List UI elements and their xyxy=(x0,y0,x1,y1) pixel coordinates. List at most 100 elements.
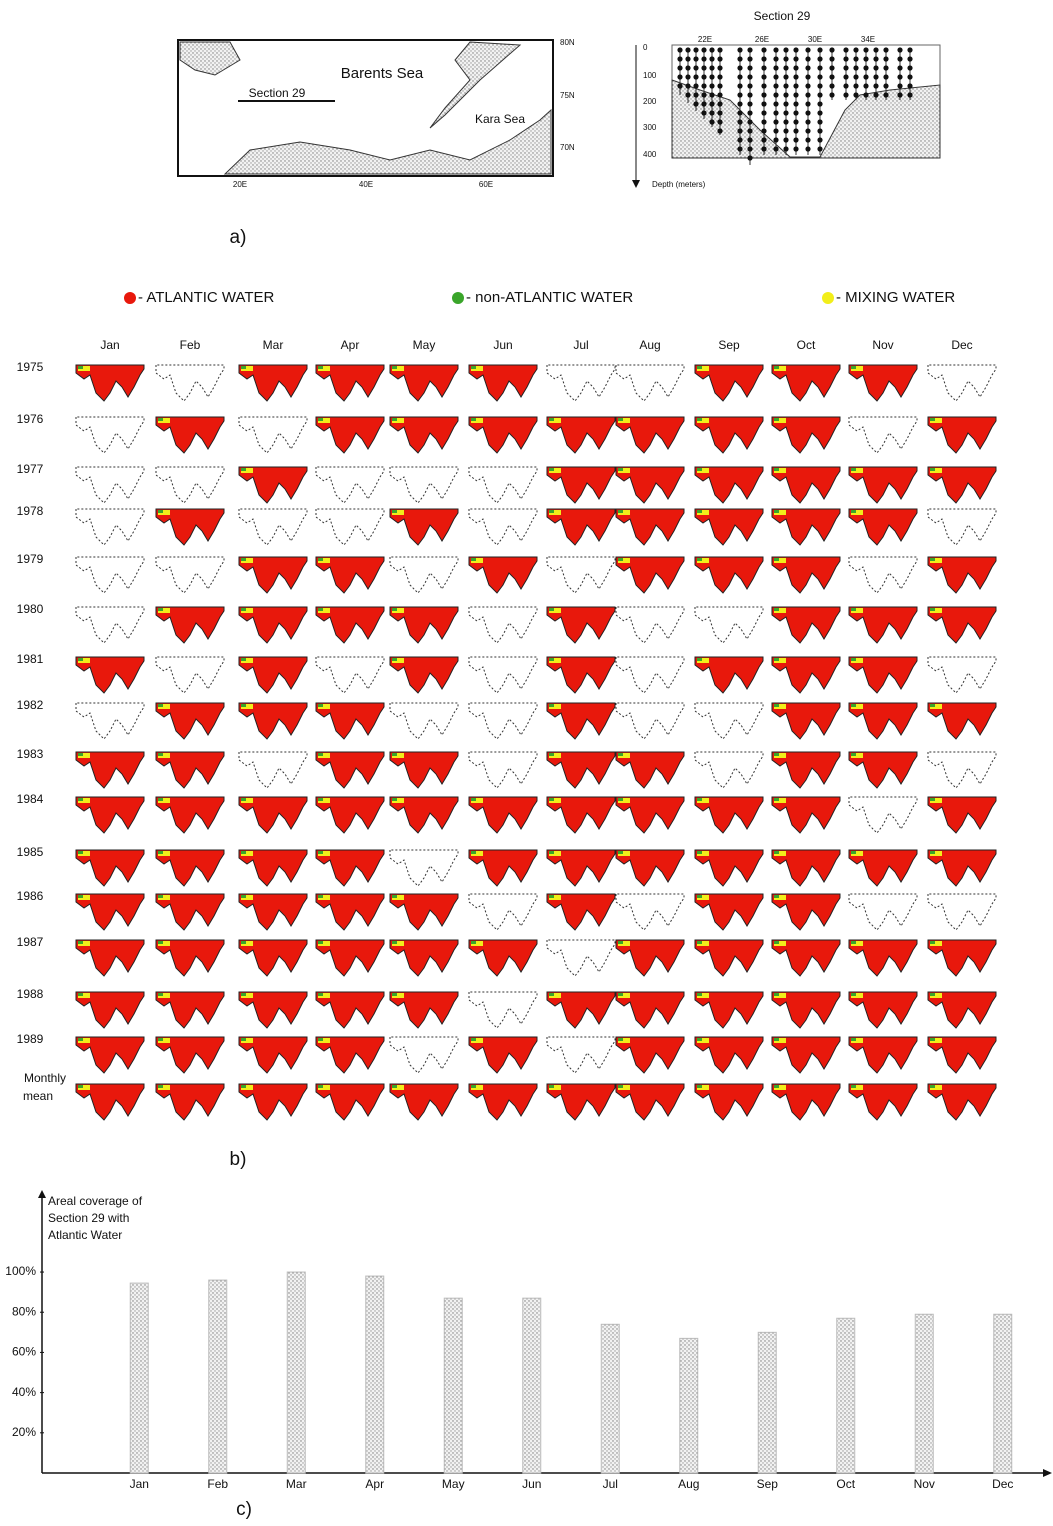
section-cell xyxy=(315,849,385,887)
mixing-band xyxy=(318,558,330,563)
mixing-band xyxy=(318,993,330,998)
mixing-band xyxy=(392,798,404,803)
station-dot xyxy=(793,137,799,143)
section-cell xyxy=(615,702,685,740)
mixing-band xyxy=(697,941,709,946)
section-cell xyxy=(238,508,308,546)
station-dot xyxy=(737,110,743,116)
mixing-band xyxy=(318,704,330,709)
section-cell xyxy=(546,466,616,504)
section-cell xyxy=(238,606,308,644)
non-atlantic-band xyxy=(549,993,554,996)
section-cell xyxy=(848,466,918,504)
station-dot xyxy=(737,92,743,98)
mixing-band xyxy=(318,941,330,946)
station-dot xyxy=(737,65,743,71)
mixing-band xyxy=(930,608,942,613)
station-dot xyxy=(793,74,799,80)
section-cell xyxy=(238,751,308,789)
station-dot xyxy=(897,47,903,53)
section-cell xyxy=(771,893,841,931)
mixing-band xyxy=(549,510,561,515)
lon-label: 34E xyxy=(861,35,875,44)
section-cell xyxy=(615,796,685,834)
section-cell xyxy=(315,508,385,546)
non-atlantic-band xyxy=(392,1085,397,1088)
station-dot xyxy=(817,47,823,53)
section-cell xyxy=(389,556,459,594)
non-atlantic-band xyxy=(471,366,476,369)
station-dot xyxy=(863,56,869,62)
station-dot xyxy=(747,47,753,53)
station-dot xyxy=(773,56,779,62)
station-dot xyxy=(709,110,715,116)
station-dot xyxy=(747,146,753,152)
section-cell xyxy=(238,702,308,740)
station-dot xyxy=(829,56,835,62)
mixing-band xyxy=(158,941,170,946)
section-cell xyxy=(848,606,918,644)
mixing-band xyxy=(318,895,330,900)
mixing-band xyxy=(774,658,786,663)
non-atlantic-band xyxy=(774,851,779,854)
station-dot xyxy=(907,83,913,89)
section-cell xyxy=(155,508,225,546)
lat-label: 75N xyxy=(560,91,575,100)
section-cell xyxy=(771,416,841,454)
section-cell xyxy=(468,991,538,1029)
mixing-band xyxy=(392,753,404,758)
non-atlantic-band xyxy=(549,895,554,898)
station-dot xyxy=(897,83,903,89)
station-dot xyxy=(907,47,913,53)
section-cell xyxy=(927,416,997,454)
section-cell xyxy=(694,991,764,1029)
non-atlantic-band xyxy=(549,753,554,756)
mixing-band xyxy=(774,418,786,423)
station-dot xyxy=(685,47,691,53)
non-atlantic-band xyxy=(241,1085,246,1088)
non-atlantic-band xyxy=(851,1085,856,1088)
section-cell xyxy=(75,1036,145,1074)
mixing-band xyxy=(241,1038,253,1043)
section-cell xyxy=(546,893,616,931)
section-cell xyxy=(615,991,685,1029)
mixing-band xyxy=(158,993,170,998)
station-dot xyxy=(883,74,889,80)
bar xyxy=(993,1313,1013,1474)
station-dot xyxy=(717,47,723,53)
section-cell xyxy=(238,796,308,834)
section-cell xyxy=(75,556,145,594)
x-tick-label: Aug xyxy=(678,1477,699,1491)
legend-label: - ATLANTIC WATER xyxy=(138,289,275,306)
mixing-band xyxy=(78,753,90,758)
station-dot xyxy=(783,47,789,53)
station-dot xyxy=(783,110,789,116)
y-tick-label: 80% xyxy=(12,1304,36,1318)
section-cell xyxy=(75,751,145,789)
station-dot xyxy=(717,83,723,89)
section-cell xyxy=(771,466,841,504)
non-atlantic-band xyxy=(549,704,554,707)
mixing-band xyxy=(774,704,786,709)
station-dot xyxy=(747,101,753,107)
mixing-band xyxy=(318,798,330,803)
section-cell xyxy=(75,702,145,740)
station-dot xyxy=(773,65,779,71)
non-atlantic-band xyxy=(851,753,856,756)
non-atlantic-band xyxy=(318,895,323,898)
mixing-band xyxy=(318,608,330,613)
mixing-band xyxy=(549,1085,561,1090)
non-atlantic-band xyxy=(549,468,554,471)
mixing-band xyxy=(618,418,630,423)
non-atlantic-band xyxy=(618,558,623,561)
non-atlantic-band xyxy=(158,608,163,611)
station-dot xyxy=(817,74,823,80)
section-cell xyxy=(848,416,918,454)
station-dot xyxy=(737,74,743,80)
section-cell xyxy=(315,606,385,644)
section-cell xyxy=(615,849,685,887)
non-atlantic-band xyxy=(618,851,623,854)
mixing-band xyxy=(697,1085,709,1090)
non-atlantic-band xyxy=(851,851,856,854)
station-dot xyxy=(907,74,913,80)
